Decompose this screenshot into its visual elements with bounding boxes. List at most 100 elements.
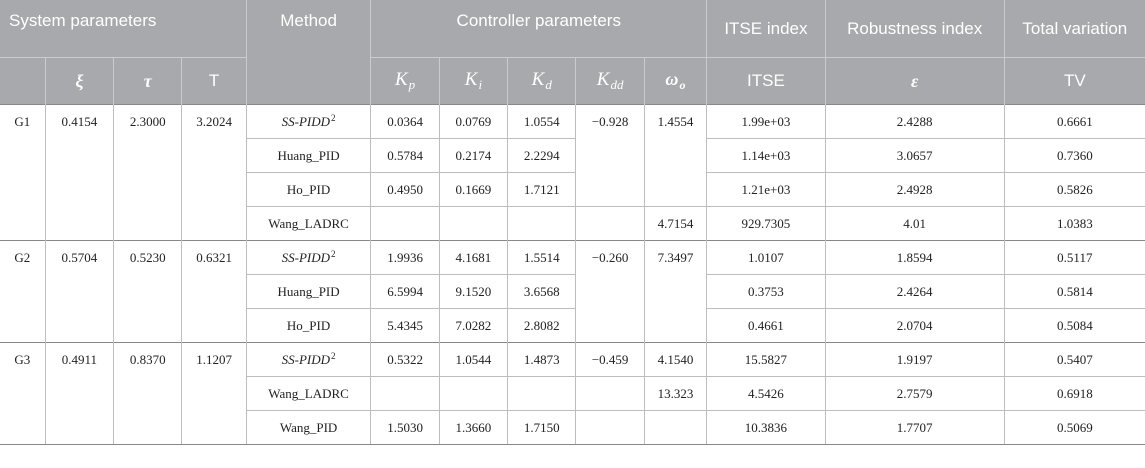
wo-cell: 4.7154 [643, 206, 707, 241]
wo-cell: 4.1540 [643, 342, 707, 377]
header-kdd: Kdd [575, 57, 645, 105]
kd-cell: 3.6568 [507, 274, 576, 309]
table-row: Huang_PID 6.5994 9.1520 3.6568 0.3753 2.… [0, 274, 1145, 309]
header-kp: Kp [370, 57, 440, 105]
ki-cell: 1.3660 [438, 410, 508, 445]
itse-cell: 0.4661 [706, 308, 826, 343]
tv-cell: 0.7360 [1003, 138, 1145, 173]
tau-value: 0.5230 [113, 240, 182, 343]
header-robustness-index: Robustness index [824, 0, 1005, 58]
kp-cell: 0.4950 [370, 172, 440, 207]
itse-cell: 0.3753 [706, 274, 826, 309]
eps-cell: 2.0704 [824, 308, 1005, 343]
table-row: Ho_PID 5.4345 7.0282 2.8082 0.4661 2.070… [0, 308, 1145, 343]
kp-cell: 0.0364 [370, 104, 440, 139]
kp-cell: 6.5994 [370, 274, 440, 309]
tv-cell: 0.6918 [1003, 376, 1145, 411]
itse-cell: 929.7305 [706, 206, 826, 241]
kd-cell: 2.2294 [507, 138, 576, 173]
eps-cell: 1.9197 [824, 342, 1005, 377]
header-tv: TV [1003, 57, 1145, 105]
T-value: 3.2024 [181, 104, 247, 241]
kp-cell: 0.5784 [370, 138, 440, 173]
eps-cell: 2.4288 [824, 104, 1005, 139]
tau-value: 0.8370 [113, 342, 182, 445]
header-tau: τ [113, 57, 182, 105]
header-kd: Kd [507, 57, 576, 105]
ki-cell: 0.2174 [438, 138, 508, 173]
itse-cell: 1.0107 [706, 240, 826, 275]
group-name: G2 [0, 240, 46, 343]
eps-cell: 2.7579 [824, 376, 1005, 411]
ki-cell [438, 206, 508, 241]
header-itse-index: ITSE index [706, 0, 826, 58]
xi-value: 0.5704 [44, 240, 114, 343]
method-cell: SS-PIDD2 [245, 240, 371, 275]
tv-cell: 0.5069 [1003, 410, 1145, 445]
kdd-cell: −0.928 [575, 104, 645, 207]
method-cell: Huang_PID [245, 274, 371, 309]
table-row: Ho_PID 0.4950 0.1669 1.7121 1.21e+03 2.4… [0, 172, 1145, 207]
kp-cell: 5.4345 [370, 308, 440, 343]
kd-cell: 1.4873 [507, 342, 576, 377]
header-ki: Ki [438, 57, 508, 105]
ki-cell: 1.0544 [438, 342, 508, 377]
kp-cell [370, 206, 440, 241]
kdd-cell [575, 410, 645, 445]
table-row: G2 0.5704 0.5230 0.6321 SS-PIDD2 1.9936 … [0, 240, 1145, 343]
wo-cell: 1.4554 [643, 104, 707, 207]
method-cell: Ho_PID [245, 172, 371, 207]
tv-cell: 0.5117 [1003, 240, 1145, 275]
eps-cell: 1.7707 [824, 410, 1005, 445]
eps-cell: 2.4928 [824, 172, 1005, 207]
header-blank [0, 57, 46, 105]
kdd-cell [575, 206, 645, 241]
header-itse: ITSE [706, 57, 826, 105]
table-row: Wang_PID 1.5030 1.3660 1.7150 10.3836 1.… [0, 410, 1145, 445]
kp-cell: 1.5030 [370, 410, 440, 445]
ki-cell: 7.0282 [438, 308, 508, 343]
kd-cell [507, 206, 576, 241]
tv-cell: 0.5826 [1003, 172, 1145, 207]
kd-cell: 2.8082 [507, 308, 576, 343]
ki-cell: 0.0769 [438, 104, 508, 139]
group-name: G1 [0, 104, 46, 241]
itse-cell: 4.5426 [706, 376, 826, 411]
table-row: Wang_LADRC 13.323 4.5426 2.7579 0.6918 [0, 376, 1145, 411]
kd-cell [507, 376, 576, 411]
tau-value: 2.3000 [113, 104, 182, 241]
itse-cell: 10.3836 [706, 410, 826, 445]
kp-cell: 1.9936 [370, 240, 440, 275]
tv-cell: 0.5407 [1003, 342, 1145, 377]
itse-cell: 1.99e+03 [706, 104, 826, 139]
xi-value: 0.4911 [44, 342, 114, 445]
kd-cell: 1.7150 [507, 410, 576, 445]
table-row: Huang_PID 0.5784 0.2174 2.2294 1.14e+03 … [0, 138, 1145, 173]
eps-cell: 1.8594 [824, 240, 1005, 275]
itse-cell: 1.14e+03 [706, 138, 826, 173]
T-value: 1.1207 [181, 342, 247, 445]
eps-cell: 3.0657 [824, 138, 1005, 173]
table-row: G3 0.4911 0.8370 1.1207 SS-PIDD2 0.5322 … [0, 342, 1145, 445]
kdd-cell [575, 376, 645, 411]
method-cell: Wang_LADRC [245, 206, 371, 241]
eps-cell: 2.4264 [824, 274, 1005, 309]
wo-cell: 13.323 [643, 376, 707, 411]
header-system-parameters: System parameters [0, 0, 247, 58]
ki-cell: 0.1669 [438, 172, 508, 207]
kp-cell: 0.5322 [370, 342, 440, 377]
kd-cell: 1.7121 [507, 172, 576, 207]
wo-cell [643, 410, 707, 445]
tv-cell: 1.0383 [1003, 206, 1145, 241]
header-omega-o: ωo [643, 57, 707, 105]
wo-cell: 7.3497 [643, 240, 707, 343]
header-xi: ξ [44, 57, 114, 105]
method-cell: Ho_PID [245, 308, 371, 343]
parameters-table: System parameters Method Controller para… [0, 0, 1145, 445]
T-value: 0.6321 [181, 240, 247, 343]
method-cell: Wang_LADRC [245, 376, 371, 411]
method-cell: SS-PIDD2 [245, 104, 371, 139]
header-method: Method [245, 0, 371, 105]
kdd-cell: −0.260 [575, 240, 645, 343]
group-name: G3 [0, 342, 46, 445]
